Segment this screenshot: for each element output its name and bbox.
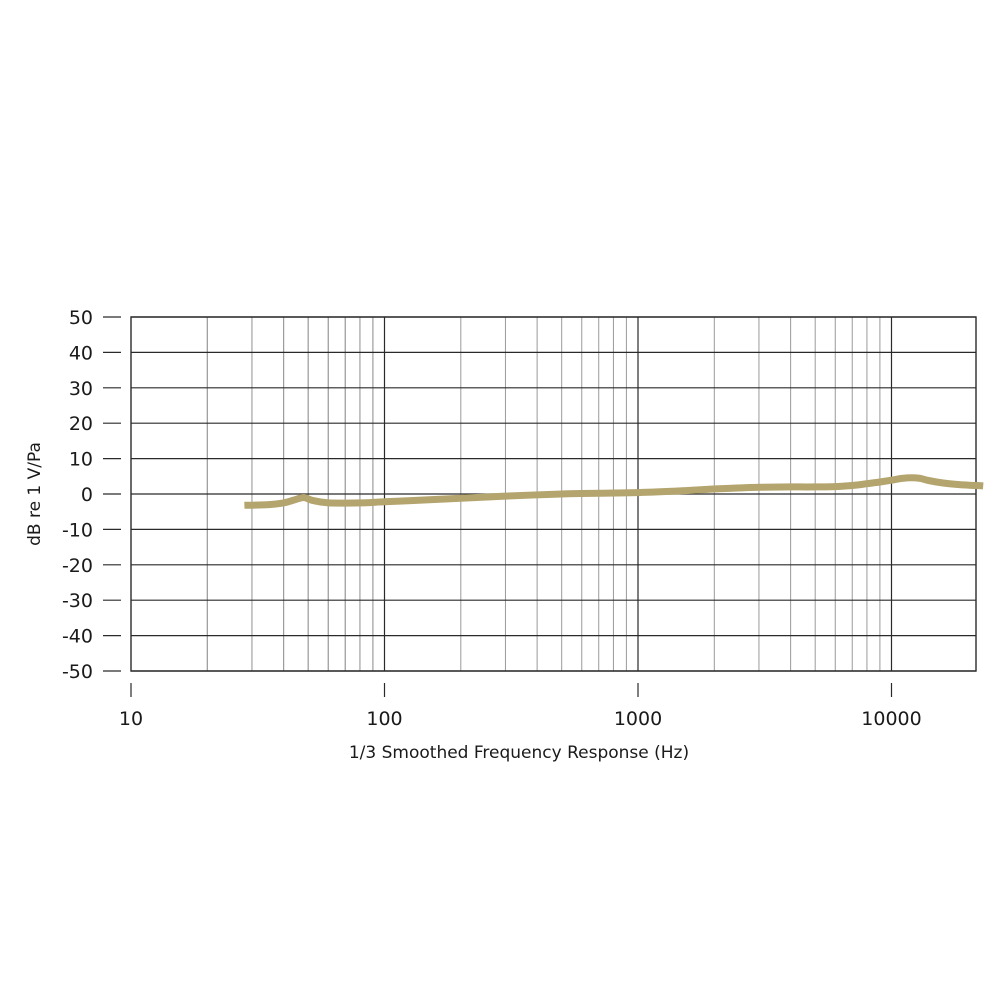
plot-frame — [130, 316, 977, 672]
y-axis-title: dB re 1 V/Pa — [25, 442, 45, 546]
series-group — [244, 474, 984, 509]
x-tick-label: 10000 — [861, 708, 921, 730]
y-tick-label: 40 — [69, 342, 93, 364]
y-tick-label: -20 — [62, 555, 93, 577]
x-axis-ticks: 10 100 1000 10000 — [119, 683, 922, 730]
x-axis-title: 1/3 Smoothed Frequency Response (Hz) — [349, 743, 689, 763]
y-tick-label: 10 — [69, 449, 93, 471]
y-tick-label: -40 — [62, 626, 93, 648]
x-tick-label: 1000 — [614, 708, 662, 730]
y-tick-label: 0 — [81, 484, 93, 506]
frequency-response-line — [244, 474, 984, 509]
y-tick-label: -30 — [62, 590, 93, 612]
y-tick-label: 30 — [69, 378, 93, 400]
axes — [130, 316, 977, 672]
y-axis-ticks: 50 40 30 20 10 0 -10 -20 -30 -40 -50 — [62, 307, 121, 683]
y-tick-label: 50 — [69, 307, 93, 329]
y-tick-label: -50 — [62, 661, 93, 683]
x-tick-label: 10 — [119, 708, 143, 730]
y-tick-label: -10 — [62, 519, 93, 541]
y-tick-label: 20 — [69, 413, 93, 435]
x-tick-label: 100 — [366, 708, 402, 730]
